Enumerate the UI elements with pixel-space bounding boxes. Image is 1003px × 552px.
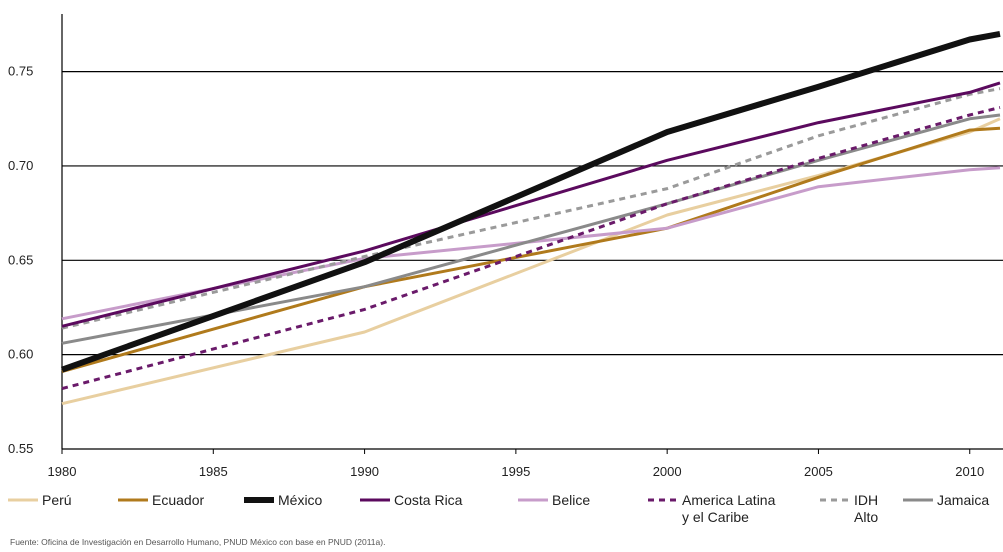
legend-item: Perú [8,492,72,509]
legend-label: Jamaica [937,492,989,509]
legend-label-line: Costa Rica [394,492,463,508]
legend-label: Belice [552,492,590,509]
series-line-ecuador [61,126,1001,374]
legend-swatch [8,498,38,502]
x-tick-label: 1985 [199,464,228,479]
legend-label-line: Perú [42,492,72,508]
legend-label-line: Ecuador [152,492,205,508]
legend-item: Belice [518,492,590,509]
legend-swatch [360,498,390,502]
x-tick-label: 2005 [804,464,833,479]
series-line-jamaica [61,113,1001,345]
series-lines [60,30,1001,406]
legend-label-line: IDH [854,492,879,508]
legend-label: America Latina y el Caribe [682,492,775,526]
legend-item: America Latina y el Caribe [648,492,775,526]
x-tick-label: 2000 [653,464,682,479]
legend-item: Jamaica [903,492,989,509]
series-line-per- [61,117,1001,406]
series-line-m-xico [60,30,1001,373]
legend-swatch [820,498,850,502]
tick-labels: 0.55 0.60 0.65 0.70 0.75 1980 1985 1990 1995 2000… [8,64,984,479]
legend-item: IDH Alto [820,492,878,526]
axes [61,14,1003,454]
y-tick-label: 0.60 [8,347,33,362]
legend-label: México [278,492,322,509]
legend-swatch [518,498,548,502]
legend-label-line: y el Caribe [682,509,749,525]
legend-label-line: America Latina [682,492,776,508]
y-tick-label: 0.70 [8,158,33,173]
series-line-belice [61,166,1001,321]
x-tick-label: 1990 [350,464,379,479]
source-note: Fuente: Oficina de Investigación en Desa… [10,537,386,547]
x-tick-label: 1980 [48,464,77,479]
y-tick-label: 0.55 [8,441,33,456]
legend-item: Ecuador [118,492,204,509]
line-chart: 0.55 0.60 0.65 0.70 0.75 1980 1985 1990 1995 2000… [8,14,1003,479]
y-tick-label: 0.65 [8,252,33,267]
y-tick-label: 0.75 [8,64,33,79]
legend-label: IDH Alto [854,492,878,526]
legend-item: México [244,492,322,509]
legend-swatch [903,498,933,502]
legend-label: Costa Rica [394,492,462,509]
legend-label-line: México [278,492,323,508]
legend-swatch [244,497,274,503]
legend-swatch [118,498,148,502]
legend-label-line: Jamaica [937,492,990,508]
legend-label-line: Belice [552,492,591,508]
legend: Perú Ecuador México Costa Rica Belice America… [8,492,998,534]
legend-label: Perú [42,492,72,509]
x-tick-label: 1995 [501,464,530,479]
series-line-costa-rica [61,81,1001,328]
legend-swatch [648,498,678,502]
legend-item: Costa Rica [360,492,462,509]
legend-label: Ecuador [152,492,204,509]
legend-label-line: Alto [854,509,879,525]
grid-lines [62,71,1003,356]
x-tick-label: 2010 [955,464,984,479]
